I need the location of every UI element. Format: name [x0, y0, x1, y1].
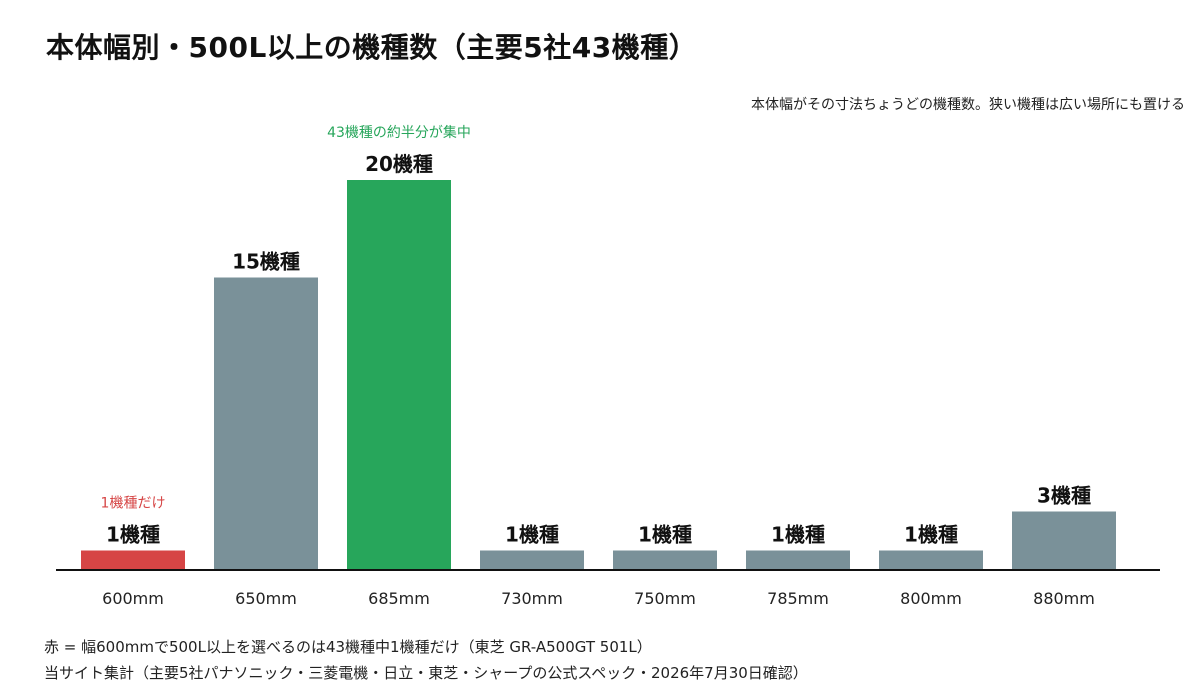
value-label-750mm: 1機種 — [638, 523, 692, 547]
value-label-880mm: 3機種 — [1037, 484, 1091, 508]
value-label-685mm: 20機種 — [365, 152, 433, 176]
bar-650mm — [214, 277, 318, 570]
category-label-650mm: 650mm — [235, 589, 297, 608]
value-label-650mm: 15機種 — [232, 250, 300, 274]
annotation-685mm: 43機種の約半分が集中 — [327, 124, 471, 141]
category-label-685mm: 685mm — [368, 589, 430, 608]
category-label-800mm: 800mm — [900, 589, 962, 608]
value-label-785mm: 1機種 — [771, 523, 825, 547]
bar-600mm — [81, 550, 185, 570]
annotation-600mm: 1機種だけ — [101, 496, 166, 512]
footnote-source: 当サイト集計（主要5社パナソニック・三菱電機・日立・東芝・シャープの公式スペック… — [44, 664, 808, 682]
chart-subtitle: 本体幅がその寸法ちょうどの機種数。狭い機種は広い場所にも置ける — [751, 97, 1185, 113]
value-label-600mm: 1機種 — [106, 523, 160, 547]
bar-685mm — [347, 180, 451, 570]
footnote-highlight-note: 赤 = 幅600mmで500L以上を選べるのは43機種中1機種だけ（東芝 GR-… — [44, 638, 652, 656]
category-label-730mm: 730mm — [501, 589, 563, 608]
value-label-800mm: 1機種 — [904, 523, 958, 547]
category-label-600mm: 600mm — [102, 589, 164, 608]
value-label-730mm: 1機種 — [505, 523, 559, 547]
bar-800mm — [879, 550, 983, 570]
bar-785mm — [746, 550, 850, 570]
category-label-880mm: 880mm — [1033, 589, 1095, 608]
category-label-785mm: 785mm — [767, 589, 829, 608]
bar-750mm — [613, 550, 717, 570]
chart-title: 本体幅別・500L以上の機種数（主要5社43機種） — [46, 31, 698, 64]
category-label-750mm: 750mm — [634, 589, 696, 608]
bar-730mm — [480, 550, 584, 570]
bar-880mm — [1012, 511, 1116, 570]
